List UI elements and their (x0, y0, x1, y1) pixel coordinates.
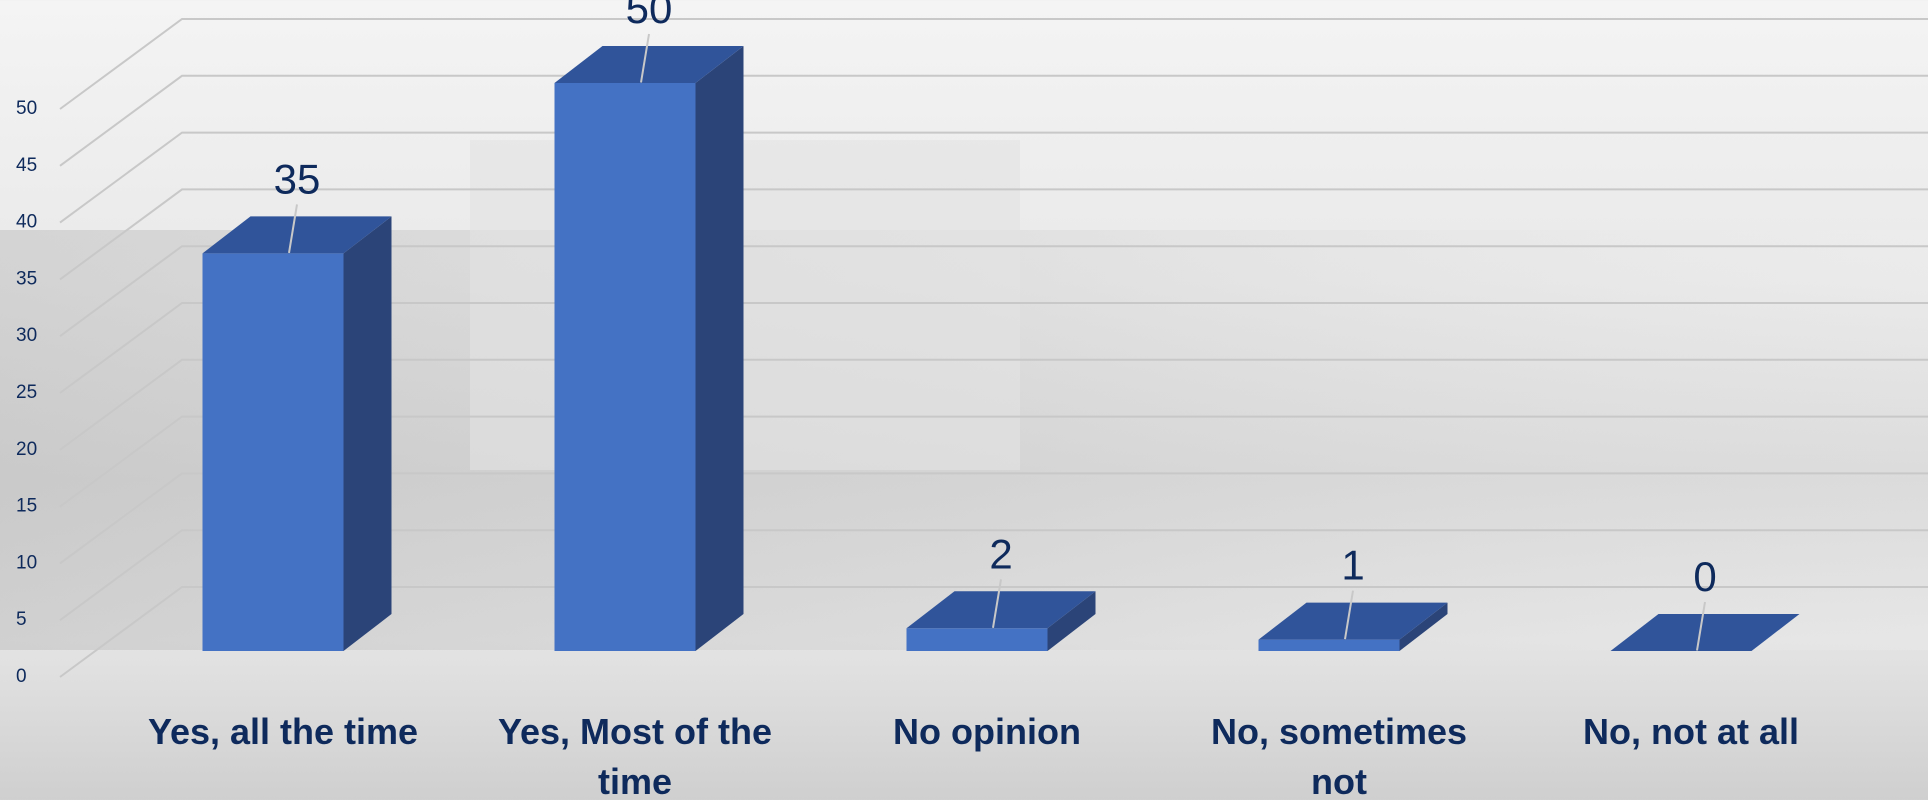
bar-top (906, 591, 1096, 629)
grid-segment (59, 74, 1928, 167)
leader-line (640, 33, 650, 83)
value-label: 35 (274, 155, 321, 202)
bar (906, 591, 1096, 651)
leader-line (992, 579, 1002, 628)
bar-top (202, 216, 392, 254)
y-tick-label: 25 (16, 382, 37, 403)
bar-front (554, 83, 696, 651)
y-tick-label: 50 (16, 98, 37, 119)
x-tick-label: No, sometimes not (1210, 711, 1468, 800)
value-label: 1 (1341, 542, 1364, 589)
grid-segment (59, 586, 1928, 678)
value-label: 2 (989, 530, 1012, 577)
y-tick-label: 40 (16, 212, 37, 233)
grid-segment (59, 415, 1928, 508)
grid-segment (59, 358, 1928, 451)
value-label: 50 (626, 0, 673, 32)
bar-side (1047, 591, 1096, 651)
bar-top (1258, 602, 1448, 640)
bar (1258, 602, 1448, 651)
bar-side (343, 216, 392, 651)
grid-line (59, 131, 1928, 224)
bar (554, 46, 744, 651)
grid-line (59, 74, 1928, 167)
y-tick-label: 10 (16, 552, 37, 573)
grid-line (59, 18, 1928, 110)
bar-front (1258, 639, 1400, 651)
x-tick-label: Yes, all the time (147, 711, 419, 752)
grid-line (59, 586, 1928, 678)
y-tick-label: 0 (16, 666, 27, 687)
grid-line (59, 472, 1928, 565)
grid-line (59, 245, 1928, 338)
grid-segment (59, 245, 1928, 338)
x-tick-label: No, not at all (1583, 711, 1799, 752)
leader-line (288, 204, 298, 254)
grid-segment (59, 131, 1928, 224)
y-tick-label: 35 (16, 268, 37, 289)
grid-line (59, 302, 1928, 394)
y-tick-label: 30 (16, 325, 37, 346)
grid-line (59, 188, 1928, 281)
x-tick-label: Yes, Most of the time (497, 711, 773, 800)
bar-top (554, 46, 744, 83)
grid-segment (59, 188, 1928, 281)
bar-front (202, 253, 344, 651)
y-tick-label: 45 (16, 155, 37, 176)
value-label: 0 (1693, 553, 1716, 600)
x-tick-label: No opinion (893, 711, 1081, 752)
grid-line (59, 529, 1928, 622)
bar (1610, 614, 1800, 651)
leader-line (1696, 601, 1706, 651)
grid-segment (59, 18, 1928, 110)
leader-line (1344, 590, 1354, 640)
grid-line (59, 358, 1928, 451)
y-tick-label: 15 (16, 496, 37, 517)
bar-top (1610, 614, 1800, 651)
bar-side (695, 46, 744, 651)
bar-front (906, 628, 1048, 651)
y-tick-label: 5 (16, 609, 27, 630)
bar (202, 216, 392, 651)
bar-side (1399, 602, 1448, 651)
grid-line (59, 415, 1928, 508)
grid-segment (59, 529, 1928, 622)
grid-segment (59, 472, 1928, 565)
y-tick-label: 20 (16, 439, 37, 460)
grid-segment (59, 302, 1928, 394)
